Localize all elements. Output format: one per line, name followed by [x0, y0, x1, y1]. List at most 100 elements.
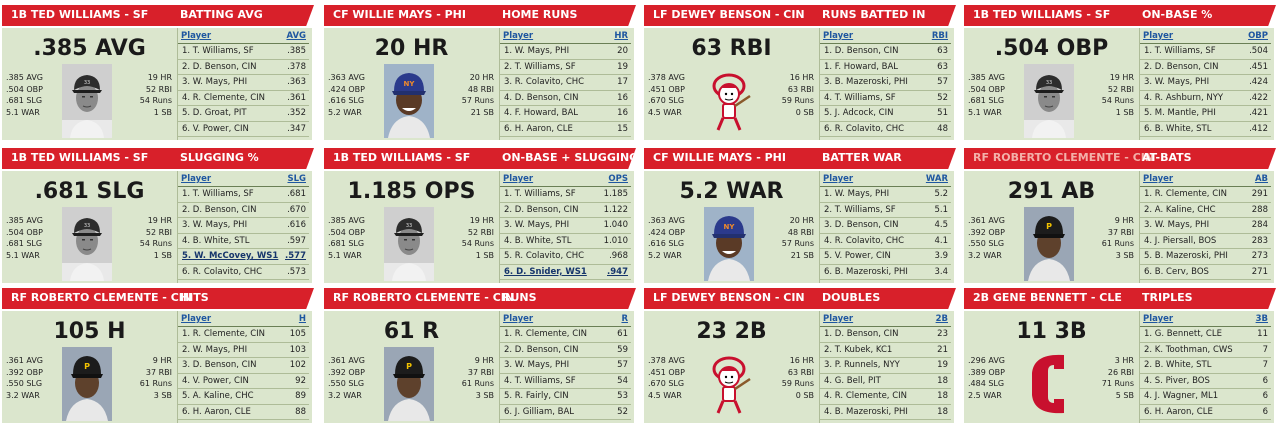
stat-column-header[interactable]: R: [621, 314, 628, 324]
table-row: 2. D. Benson, CIN 59: [500, 343, 631, 358]
card-header-bar: CF WILLIE MAYS - PHI BATTER WAR: [644, 148, 956, 169]
player-column-header[interactable]: Player: [503, 174, 534, 184]
leader-name: 5. V. Power, CIN: [824, 251, 891, 261]
leader-value: 92: [295, 375, 306, 386]
card-header-bar: 1B TED WILLIAMS - SF BATTING AVG: [2, 5, 314, 26]
stat-column-header[interactable]: H: [298, 314, 306, 324]
table-row: 6. H. Aaron, CLE 88: [178, 405, 309, 420]
player-column-header[interactable]: Player: [503, 314, 534, 324]
rate-stats: .363 AVG .424 OBP .616 SLG 5.2 WAR: [648, 216, 685, 260]
card-body: 23 2B .378 AVG .451 OBP .670 SLG 4.5 WAR 16…: [644, 311, 954, 423]
player-photo: [704, 347, 754, 421]
player-title: 2B GENE BENNETT - CLE: [973, 291, 1122, 304]
table-row: 3. W. Mays, PHI 1.040: [500, 218, 631, 234]
leader-name: 1. R. Clemente, CIN: [182, 329, 266, 339]
count-stats: 3 HR 26 RBI 71 Runs 5 SB: [1101, 356, 1134, 400]
leader-card: 1B TED WILLIAMS - SF ON-BASE + SLUGGING …: [322, 143, 636, 283]
leader-name: 4. T. Williams, SF: [504, 375, 576, 386]
count-stats: 20 HR 48 RBI 57 Runs 21 SB: [781, 216, 814, 260]
rate-stats: .385 AVG .504 OBP .681 SLG 5.1 WAR: [6, 216, 43, 260]
stat-column-header[interactable]: WAR: [925, 174, 948, 184]
table-row: 2. B. White, STL 7: [1140, 358, 1271, 374]
player-column-header[interactable]: Player: [823, 174, 854, 184]
player-column-header[interactable]: Player: [181, 314, 212, 324]
card-body: 5.2 WAR .363 AVG .424 OBP .616 SLG 5.2 WAR …: [644, 171, 954, 283]
stat-column-header[interactable]: HR: [614, 31, 628, 41]
player-column-header[interactable]: Player: [1143, 174, 1174, 184]
leader-card: 1B TED WILLIAMS - SF BATTING AVG .385 AV…: [0, 0, 314, 140]
leader-value: .670: [287, 204, 306, 215]
player-column-header[interactable]: Player: [181, 31, 212, 41]
leaders-table: Player AB 1. R. Clemente, CIN 291 2. A. …: [1140, 173, 1271, 280]
headline-stat: 20 HR: [374, 36, 449, 61]
table-row: 1. R. Clemente, CIN 61: [500, 327, 631, 343]
player-column-header[interactable]: Player: [1143, 31, 1174, 41]
player-column-header[interactable]: Player: [1143, 314, 1174, 324]
stat-column-header[interactable]: AVG: [286, 31, 306, 41]
count-stats: 20 HR 48 RBI 57 Runs 21 SB: [461, 73, 494, 117]
leader-name: 6. V. Power, CIN: [182, 123, 249, 134]
leaders-table: Player 3B 1. G. Bennett, CLE 11 2. K. To…: [1140, 313, 1271, 420]
player-column-header[interactable]: Player: [181, 174, 212, 184]
leader-name: 1. W. Mays, PHI: [824, 189, 890, 199]
table-row: 4. B. White, STL 1.010: [500, 234, 631, 249]
leader-name: 6. H. Aaron, CLE: [1144, 406, 1213, 417]
leader-value: 59: [617, 344, 628, 355]
leader-value: 61: [617, 329, 628, 339]
leader-value: 5.1: [934, 204, 948, 215]
leader-value: 102: [289, 360, 306, 370]
stat-column-header[interactable]: OBP: [1248, 31, 1268, 41]
table-row[interactable]: 5. W. McCovey, WS1 .577: [178, 249, 309, 265]
headline-stat: 1.185 OPS: [347, 179, 476, 204]
table-row[interactable]: 6. D. Snider, WS1 .947: [500, 265, 631, 280]
stat-title: DOUBLES: [822, 291, 881, 304]
leader-value: 1.010: [603, 235, 628, 246]
leader-name: 3. W. Mays, PHI: [504, 220, 570, 230]
table-row: 1. F. Howard, BAL 63: [820, 60, 951, 75]
player-photo: NY: [384, 64, 434, 138]
table-header: Player OPS: [500, 173, 631, 187]
leaders-table: Player HR 1. W. Mays, PHI 20 2. T. Willi…: [500, 30, 631, 137]
count-stats: 16 HR 63 RBI 59 Runs 0 SB: [781, 73, 814, 117]
table-row: 5. A. Kaline, CHC 89: [178, 389, 309, 405]
leader-value: .352: [287, 108, 306, 118]
leader-value: 57: [937, 77, 948, 87]
player-column-header[interactable]: Player: [823, 314, 854, 324]
player-column-header[interactable]: Player: [503, 31, 534, 41]
stat-column-header[interactable]: 3B: [1255, 314, 1268, 324]
player-column-header[interactable]: Player: [823, 31, 854, 41]
stat-column-header[interactable]: RBI: [931, 31, 948, 41]
card-header-bar: CF WILLIE MAYS - PHI HOME RUNS: [324, 5, 636, 26]
table-row: 4. R. Ashburn, NYY .422: [1140, 91, 1271, 106]
leader-value: 6: [1262, 406, 1268, 417]
leader-name: 2. D. Benson, CIN: [1144, 61, 1219, 72]
leader-value: .597: [287, 235, 306, 246]
leader-value: 288: [1251, 204, 1268, 215]
player-title: RF ROBERTO CLEMENTE - CIN: [333, 291, 515, 304]
leaders-table: Player OPS 1. T. Williams, SF 1.185 2. D…: [500, 173, 631, 280]
stat-column-header[interactable]: 2B: [935, 314, 948, 324]
card-body: .681 SLG .385 AVG .504 OBP .681 SLG 5.1 WAR…: [2, 171, 312, 283]
stat-column-header[interactable]: OPS: [608, 174, 628, 184]
stat-column-header[interactable]: AB: [1254, 174, 1268, 184]
card-body: 11 3B .296 AVG .389 OBP .484 SLG 2.5 WAR 3 …: [964, 311, 1274, 423]
table-row: 4. G. Bell, PIT 18: [820, 374, 951, 389]
leader-name: 5. B. Mazeroski, PHI: [1144, 251, 1228, 261]
leader-value: 17: [617, 77, 628, 87]
leader-name: 3. D. Benson, CIN: [824, 220, 899, 230]
leader-name: 2. T. Williams, SF: [504, 61, 576, 72]
leader-name: 5. R. Fairly, CIN: [504, 391, 569, 401]
table-row: 5. J. Adcock, CIN 51: [820, 106, 951, 122]
card-header-bar: RF ROBERTO CLEMENTE - CIN AT-BATS: [964, 148, 1276, 169]
headline-stat: 291 AB: [1007, 179, 1096, 204]
leader-value: 19: [617, 61, 628, 72]
stat-column-header[interactable]: SLG: [287, 174, 306, 184]
rate-stats: .296 AVG .389 OBP .484 SLG 2.5 WAR: [968, 356, 1005, 400]
divider: [1139, 311, 1140, 423]
table-row: 1. D. Benson, CIN 63: [820, 44, 951, 60]
svg-text:P: P: [84, 362, 90, 371]
table-row: 3. D. Benson, CIN 4.5: [820, 218, 951, 234]
leader-name: 2. T. Williams, SF: [824, 204, 896, 215]
table-header: Player OBP: [1140, 30, 1271, 44]
